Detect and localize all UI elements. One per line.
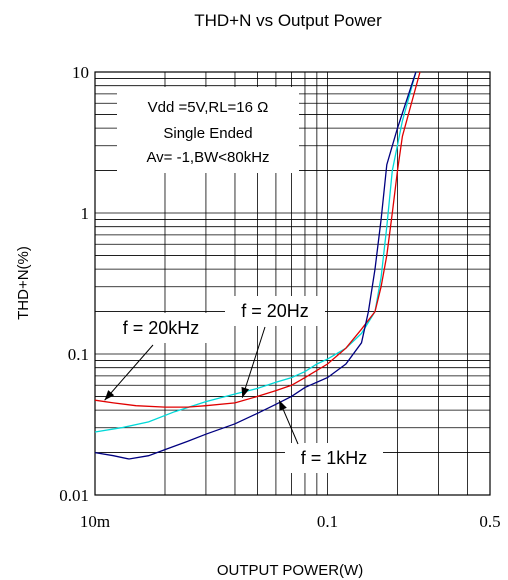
annotation-arrow-line xyxy=(241,326,266,398)
annotation-label: f = 1kHz xyxy=(301,448,368,468)
annotation-label: f = 20kHz xyxy=(123,318,200,338)
y-tick-labels: 0.01 0.1 1 10 xyxy=(59,63,89,505)
chart-title: THD+N vs Output Power xyxy=(194,11,382,30)
series-line xyxy=(94,71,417,433)
x-tick-label: 0.5 xyxy=(479,512,500,531)
arrowhead-icon xyxy=(104,390,115,401)
x-tick-labels: 10m 0.1 0.5 xyxy=(80,512,501,531)
x-tick-label: 10m xyxy=(80,512,110,531)
condition-line-3: Av= -1,BW<80kHz xyxy=(146,149,269,166)
plot-frame xyxy=(94,71,491,496)
condition-line-2: Single Ended xyxy=(163,125,252,142)
x-tick-label: 0.1 xyxy=(317,512,338,531)
annotation-background xyxy=(285,443,383,473)
annotations: f = 20kHz f = 20Hz f = 1kHz xyxy=(104,296,383,473)
arrowhead-icon xyxy=(279,400,287,411)
annotation-background xyxy=(107,313,215,343)
y-tick-label: 10 xyxy=(72,63,89,82)
series-line xyxy=(94,71,417,460)
series-layer xyxy=(94,71,421,460)
y-axis-label: THD+N(%) xyxy=(15,246,32,320)
y-tick-label: 1 xyxy=(81,204,90,223)
annotation-arrow-line xyxy=(104,344,154,401)
y-tick-label: 0.01 xyxy=(59,486,89,505)
annotation-label: f = 20Hz xyxy=(241,301,309,321)
x-axis-label: OUTPUT POWER(W) xyxy=(217,562,363,579)
series-line xyxy=(94,71,421,408)
annotation-background xyxy=(225,296,325,326)
condition-line-1: Vdd =5V,RL=16 Ω xyxy=(148,99,269,116)
arrowhead-icon xyxy=(241,386,250,398)
y-tick-label: 0.1 xyxy=(68,345,89,364)
conditions-box xyxy=(117,87,299,173)
